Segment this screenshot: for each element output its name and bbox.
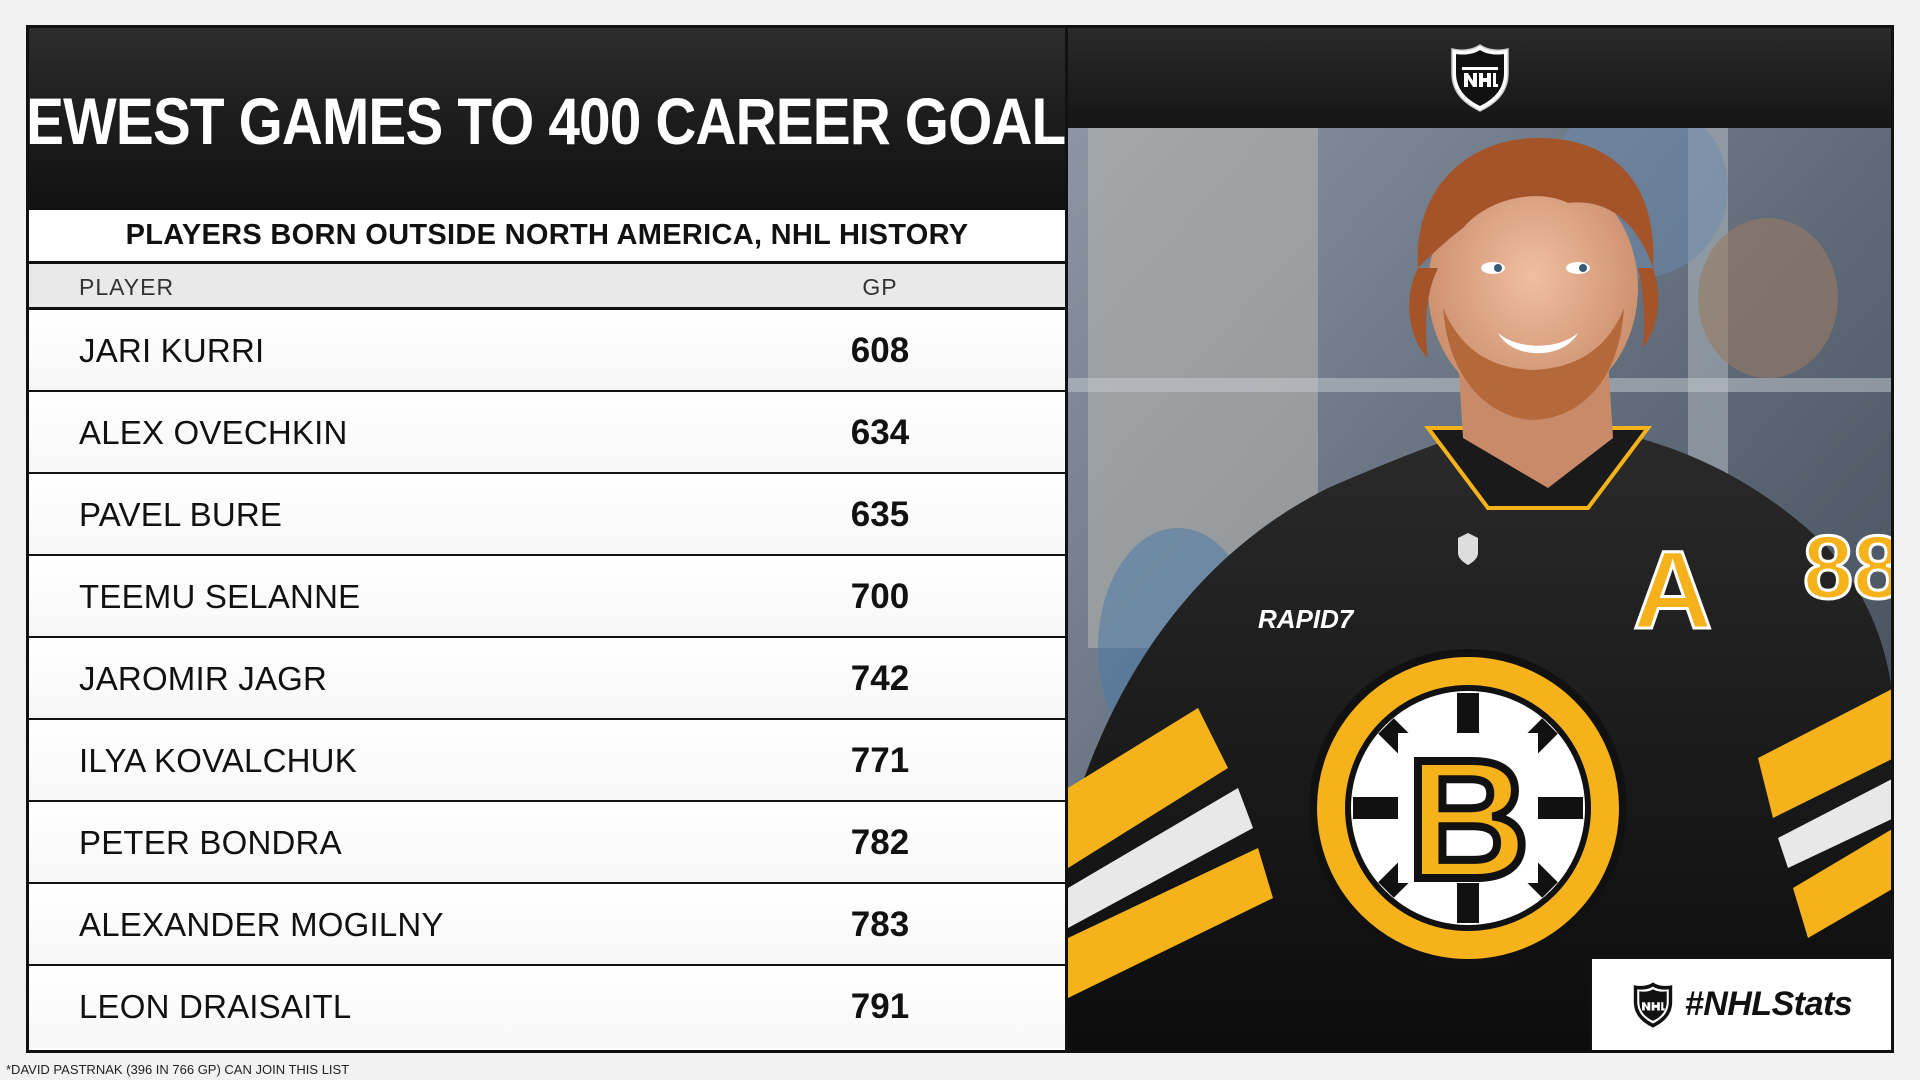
captain-letter: A [1633,529,1712,652]
logo-bar [1068,28,1891,128]
player-photo: A 88 RAPID7 B [1068,128,1891,1050]
page-subtitle: PLAYERS BORN OUTSIDE NORTH AMERICA, NHL … [125,219,969,251]
table-row: PETER BONDRA 782 [29,802,1065,884]
games-played: 634 [850,413,910,452]
title-banner: FEWEST GAMES TO 400 CAREER GOALS [29,28,1103,210]
footnote: *DAVID PASTRNAK (396 IN 766 GP) CAN JOIN… [6,1062,350,1077]
games-played: 700 [850,577,910,616]
table-header: PLAYER GP [29,264,1065,310]
player-name: ALEXANDER MOGILNY [79,906,444,943]
subtitle-banner: PLAYERS BORN OUTSIDE NORTH AMERICA, NHL … [29,210,1065,264]
table-row: JAROMIR JAGR 742 [29,638,1065,720]
player-name: JAROMIR JAGR [79,660,328,697]
games-played: 783 [850,905,910,944]
nhl-shield-icon [1633,981,1672,1028]
hashtag-badge: #NHLStats [1589,956,1891,1050]
table-row: ALEX OVECHKIN 634 [29,392,1065,474]
player-name: JARI KURRI [79,332,265,369]
jersey-sponsor: RAPID7 [1258,604,1355,634]
table-row: TEEMU SELANNE 700 [29,556,1065,638]
page-title: FEWEST GAMES TO 400 CAREER GOALS [26,84,1103,158]
player-name: ILYA KOVALCHUK [79,742,357,779]
hashtag-text: #NHLStats [1684,985,1853,1023]
games-played: 782 [850,823,910,862]
games-played: 771 [850,741,910,780]
table-row: PAVEL BURE 635 [29,474,1065,556]
column-header-gp: GP [862,274,898,300]
games-played: 635 [850,495,910,534]
stat-graphic: FEWEST GAMES TO 400 CAREER GOALS PLAYERS… [26,25,1894,1053]
stats-panel: FEWEST GAMES TO 400 CAREER GOALS PLAYERS… [29,28,1103,1050]
table-row: ILYA KOVALCHUK 771 [29,720,1065,802]
column-header-player: PLAYER [79,274,175,300]
table-row: ALEXANDER MOGILNY 783 [29,884,1065,966]
player-name: TEEMU SELANNE [79,578,361,615]
nhl-shield-icon [1450,44,1509,112]
jersey-number: 88 [1803,518,1891,618]
crest-letter: B [1407,725,1530,915]
player-name: LEON DRAISAITL [79,988,352,1025]
games-played: 742 [850,659,910,698]
games-played: 608 [850,331,910,370]
player-name: ALEX OVECHKIN [79,414,348,451]
table-row: JARI KURRI 608 [29,310,1065,392]
table-body: JARI KURRI 608 ALEX OVECHKIN 634 PAVEL B… [29,310,1065,1048]
player-name: PETER BONDRA [79,824,342,861]
photo-panel: A 88 RAPID7 B [1065,28,1891,1050]
games-played: 791 [850,987,910,1026]
player-name: PAVEL BURE [79,496,283,533]
table-row: LEON DRAISAITL 791 [29,966,1065,1048]
